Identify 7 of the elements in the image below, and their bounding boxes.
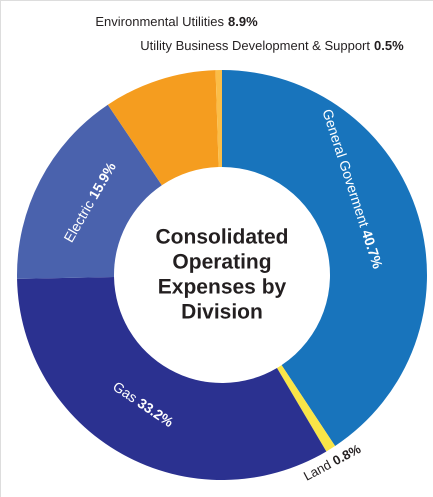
- data-label: 8.9%: [228, 14, 258, 29]
- slice-label: Environmental Utilities: [95, 14, 224, 29]
- data-label: 40.7%: [358, 228, 386, 271]
- text: Consolidated Operating Expenses by Division: [155, 226, 289, 324]
- slice-label: Utility Business Development & Support: [140, 38, 370, 53]
- donut-slice: [216, 70, 222, 168]
- data-label: 0.5%: [374, 38, 404, 53]
